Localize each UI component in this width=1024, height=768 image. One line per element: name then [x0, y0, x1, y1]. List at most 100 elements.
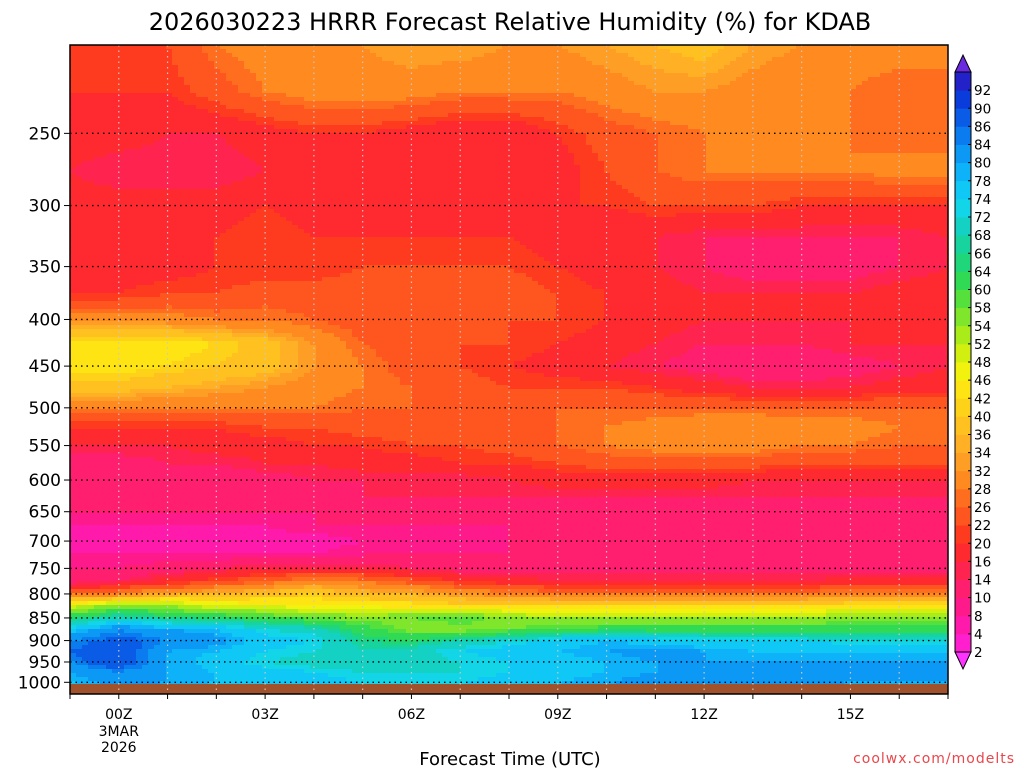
heatmap-cell — [184, 269, 191, 274]
heatmap-cell — [214, 433, 221, 438]
heatmap-cell — [160, 157, 167, 162]
heatmap-cell — [70, 589, 77, 594]
heatmap-cell — [124, 389, 131, 394]
heatmap-cell — [190, 369, 197, 374]
heatmap-cell — [238, 665, 245, 670]
heatmap-cell — [226, 197, 233, 202]
heatmap-cell — [184, 177, 191, 182]
heatmap-cell — [160, 349, 167, 354]
heatmap-cell — [184, 661, 191, 666]
heatmap-cell — [208, 217, 215, 222]
heatmap-cell — [118, 85, 125, 90]
heatmap-cell — [76, 309, 83, 314]
heatmap-cell — [124, 385, 131, 390]
heatmap-cell — [202, 341, 209, 346]
heatmap-cell — [214, 485, 221, 490]
heatmap-cell — [202, 293, 209, 298]
heatmap-cell — [190, 473, 197, 478]
heatmap-cell — [196, 357, 203, 362]
heatmap-cell — [142, 277, 149, 282]
heatmap-cell — [70, 413, 77, 418]
heatmap-cell — [244, 573, 251, 578]
heatmap-cell — [184, 545, 191, 550]
heatmap-cell — [178, 493, 185, 498]
heatmap-cell — [184, 341, 191, 346]
heatmap-cell — [220, 409, 227, 414]
heatmap-cell — [244, 525, 251, 530]
heatmap-cell — [70, 277, 77, 282]
heatmap-cell — [154, 473, 161, 478]
heatmap-cell — [232, 149, 239, 154]
heatmap-cell — [190, 549, 197, 554]
heatmap-cell — [232, 49, 239, 54]
heatmap-cell — [106, 389, 113, 394]
heatmap-cell — [190, 141, 197, 146]
heatmap-cell — [106, 137, 113, 142]
heatmap-cell — [88, 53, 95, 58]
heatmap-cell — [70, 369, 77, 374]
heatmap-cell — [100, 141, 107, 146]
heatmap-cell — [88, 125, 95, 130]
heatmap-cell — [94, 253, 101, 258]
heatmap-cell — [142, 313, 149, 318]
heatmap-cell — [124, 125, 131, 130]
heatmap-cell — [202, 101, 209, 106]
heatmap-cell — [82, 337, 89, 342]
heatmap-cell — [154, 401, 161, 406]
heatmap-cell — [172, 61, 179, 66]
heatmap-cell — [232, 389, 239, 394]
heatmap-cell — [94, 153, 101, 158]
heatmap-cell — [136, 613, 143, 618]
heatmap-cell — [160, 629, 167, 634]
heatmap-cell — [202, 269, 209, 274]
heatmap-cell — [112, 105, 119, 110]
heatmap-cell — [106, 265, 113, 270]
heatmap-cell — [124, 545, 131, 550]
heatmap-cell — [202, 485, 209, 490]
heatmap-cell — [214, 473, 221, 478]
heatmap-cell — [184, 605, 191, 610]
heatmap-cell — [100, 393, 107, 398]
heatmap-cell — [124, 361, 131, 366]
heatmap-cell — [238, 265, 245, 270]
heatmap-cell — [220, 489, 227, 494]
heatmap-cell — [112, 77, 119, 82]
heatmap-cell — [166, 525, 173, 530]
heatmap-cell — [148, 561, 155, 566]
heatmap-cell — [238, 389, 245, 394]
heatmap-cell — [160, 109, 167, 114]
heatmap-cell — [94, 529, 101, 534]
heatmap-cell — [124, 221, 131, 226]
heatmap-cell — [208, 85, 215, 90]
heatmap-cell — [112, 141, 119, 146]
heatmap-cell — [124, 101, 131, 106]
heatmap-cell — [88, 57, 95, 62]
heatmap-cell — [178, 585, 185, 590]
heatmap-cell — [160, 597, 167, 602]
heatmap-cell — [136, 329, 143, 334]
heatmap-cell — [160, 93, 167, 98]
heatmap-cell — [160, 289, 167, 294]
heatmap-cell — [76, 609, 83, 614]
heatmap-cell — [82, 673, 89, 678]
heatmap-cell — [100, 561, 107, 566]
heatmap-cell — [148, 289, 155, 294]
heatmap-cell — [220, 157, 227, 162]
heatmap-cell — [208, 105, 215, 110]
heatmap-cell — [208, 581, 215, 586]
heatmap-cell — [238, 409, 245, 414]
heatmap-cell — [148, 293, 155, 298]
heatmap-cell — [130, 349, 137, 354]
heatmap-cell — [112, 49, 119, 54]
heatmap-cell — [136, 233, 143, 238]
heatmap-cell — [160, 637, 167, 642]
heatmap-cell — [136, 521, 143, 526]
heatmap-cell — [160, 345, 167, 350]
heatmap-cell — [184, 221, 191, 226]
heatmap-cell — [226, 481, 233, 486]
heatmap-cell — [136, 73, 143, 78]
heatmap-cell — [160, 117, 167, 122]
heatmap-cell — [136, 549, 143, 554]
heatmap-cell — [82, 549, 89, 554]
heatmap-cell — [106, 113, 113, 118]
